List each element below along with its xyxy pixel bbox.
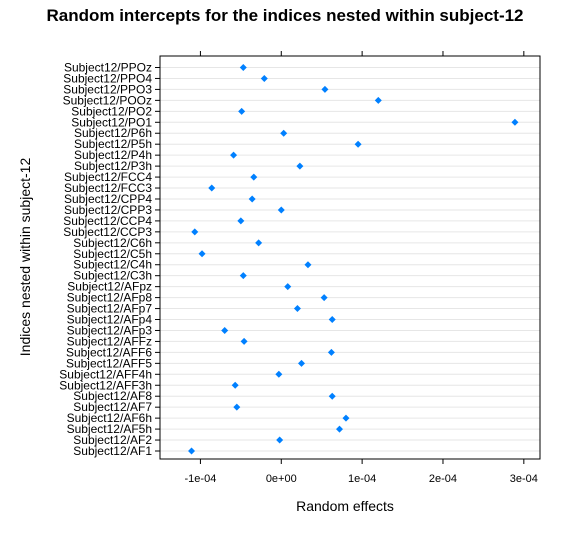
data-point: [191, 228, 199, 236]
data-point: [328, 316, 336, 324]
y-tick-label: Subject12/AFp7: [67, 302, 153, 316]
data-point: [304, 261, 312, 269]
y-tick-label: Subject12/CCP4: [63, 214, 152, 228]
y-tick-label: Subject12/AF6h: [67, 411, 152, 425]
y-tick-label: Subject12/C3h: [73, 269, 152, 283]
data-point: [231, 381, 239, 389]
y-tick-label: Subject12/C6h: [73, 236, 152, 250]
y-tick-label: Subject12/PPO4: [63, 71, 152, 85]
data-point: [198, 250, 206, 258]
data-point: [335, 425, 343, 433]
y-tick-label: Subject12/FCC3: [64, 181, 152, 195]
y-tick-label: Subject12/PPO3: [63, 82, 152, 96]
y-tick-label: Subject12/AFF5: [66, 356, 152, 370]
data-point: [374, 96, 382, 104]
y-tick-label: Subject12/PPOz: [64, 61, 152, 75]
y-tick-label: Subject12/PO2: [71, 104, 152, 118]
data-point: [221, 326, 229, 334]
y-tick-label: Subject12/P3h: [74, 159, 152, 173]
data-point: [276, 436, 284, 444]
y-tick-label: Subject12/FCC4: [64, 170, 152, 184]
data-point: [284, 283, 292, 291]
data-point: [293, 305, 301, 313]
y-tick-label: Subject12/AFF4h: [59, 367, 152, 381]
y-tick-label: Subject12/AF7: [73, 400, 152, 414]
x-axis: -1e-04 0e+00 1e-04 2e-04 3e-04: [185, 51, 538, 485]
data-point: [280, 129, 288, 137]
x-axis-label: Random effects: [296, 498, 394, 514]
y-tick-label: Subject12/P6h: [74, 126, 152, 140]
data-point: [255, 239, 263, 247]
y-tick-label: Subject12/AF2: [73, 433, 152, 447]
y-tick-label: Subject12/AF1: [73, 444, 152, 458]
data-point: [296, 162, 304, 170]
data-point: [238, 107, 246, 115]
x-tick-label: 2e-04: [429, 473, 457, 485]
data-point: [342, 414, 350, 422]
data-point: [188, 447, 196, 455]
data-point: [250, 173, 258, 181]
y-axis-label: Indices nested within subject-12: [17, 158, 33, 357]
x-tick-label: -1e-04: [185, 473, 217, 485]
data-point: [239, 272, 247, 280]
plot-frame: [159, 55, 541, 460]
y-tick-label: Subject12/AFF3h: [59, 378, 152, 392]
data-point: [233, 403, 241, 411]
y-tick-label: Subject12/C5h: [73, 247, 152, 261]
x-tick-label: 1e-04: [348, 473, 376, 485]
y-tick-label: Subject12/AFp3: [67, 323, 153, 337]
y-tick-label: Subject12/POOz: [63, 93, 152, 107]
x-tick-label: 3e-04: [510, 473, 538, 485]
data-point: [260, 74, 268, 82]
data-point: [327, 348, 335, 356]
data-point: [248, 195, 256, 203]
y-tick-label: Subject12/C4h: [73, 258, 152, 272]
y-tick-label: Subject12/AFp4: [67, 313, 153, 327]
y-tick-label: Subject12/AF5h: [67, 422, 152, 436]
data-point: [277, 206, 285, 214]
data-point: [230, 151, 238, 159]
data-point: [320, 294, 328, 302]
y-axis: Subject12/AF1Subject12/AF2Subject12/AF5h…: [59, 61, 160, 458]
data-point: [328, 392, 336, 400]
y-tick-label: Subject12/AFF6: [66, 345, 152, 359]
y-tick-label: Subject12/AF8: [73, 389, 152, 403]
y-tick-label: Subject12/CPP3: [64, 203, 152, 217]
y-tick-label: Subject12/AFFz: [67, 334, 152, 348]
y-tick-label: Subject12/AFpz: [67, 280, 152, 294]
y-tick-label: Subject12/P4h: [74, 148, 152, 162]
data-point: [208, 184, 216, 192]
chart-title: Random intercepts for the indices nested…: [46, 6, 524, 25]
y-tick-label: Subject12/P5h: [74, 137, 152, 151]
data-point: [237, 217, 245, 225]
y-tick-label: Subject12/CCP3: [63, 225, 152, 239]
gridlines: [160, 67, 540, 452]
data-point: [354, 140, 362, 148]
data-point: [239, 64, 247, 71]
data-point: [275, 370, 283, 378]
data-point: [297, 359, 305, 367]
y-tick-label: Subject12/PO1: [71, 115, 152, 129]
data-point: [240, 337, 248, 345]
y-tick-label: Subject12/CPP4: [64, 192, 152, 206]
data-point: [321, 85, 329, 93]
data-point: [511, 118, 519, 126]
x-tick-label: 0e+00: [266, 473, 297, 485]
y-tick-label: Subject12/AFp8: [67, 291, 153, 305]
data-points: [188, 64, 519, 455]
